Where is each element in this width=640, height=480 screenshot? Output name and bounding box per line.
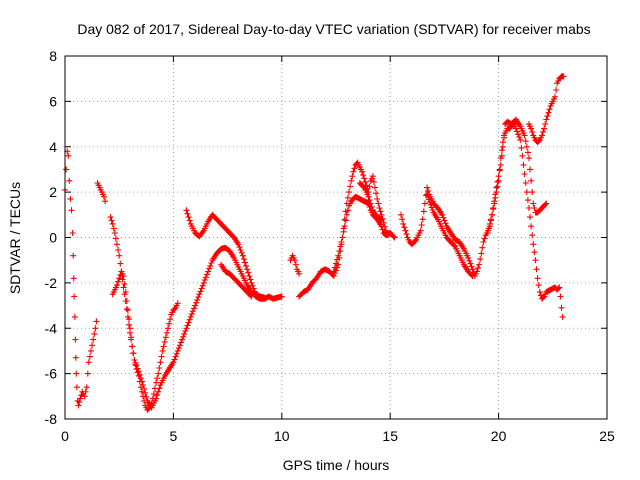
y-tick-label: -4	[45, 320, 58, 336]
data-point-markers	[94, 180, 109, 205]
y-tick-labels: -8 -6 -4 -2 0 2 4 6 8	[45, 48, 58, 427]
data-point-markers	[287, 252, 303, 277]
data-point-markers	[484, 116, 550, 236]
y-tick-label: 6	[49, 93, 57, 109]
chart-title: Day 082 of 2017, Sidereal Day-to-day VTE…	[77, 21, 590, 37]
data-point-markers	[296, 193, 398, 300]
data-point-markers	[218, 261, 255, 300]
y-tick-label: 4	[49, 139, 57, 155]
x-tick-label: 25	[599, 428, 615, 444]
data-point-markers	[62, 148, 100, 409]
data-point-markers	[424, 191, 476, 280]
data-point-markers	[107, 214, 181, 413]
y-tick-label: 2	[49, 184, 57, 200]
data-point-markers	[356, 180, 385, 223]
y-tick-label: -8	[45, 411, 58, 427]
y-tick-label: 0	[49, 230, 57, 246]
axis-ticks	[64, 55, 608, 420]
x-tick-label: 10	[274, 428, 290, 444]
y-axis-label: SDTVAR / TECUs	[7, 182, 23, 294]
data-point-markers	[526, 73, 567, 146]
grid-lines	[65, 56, 607, 419]
data-point-markers	[109, 244, 285, 411]
data-point-markers	[183, 207, 268, 301]
y-tick-label: 8	[49, 48, 57, 64]
data-point-markers	[398, 121, 566, 320]
y-tick-label: -6	[45, 366, 58, 382]
x-tick-label: 5	[170, 428, 178, 444]
x-axis-label: GPS time / hours	[283, 457, 390, 473]
y-tick-label: -2	[45, 275, 58, 291]
x-tick-label: 15	[382, 428, 398, 444]
x-tick-label: 0	[61, 428, 69, 444]
x-tick-label: 20	[491, 428, 507, 444]
data-series	[62, 73, 567, 413]
x-tick-labels: 0 5 10 15 20 25	[61, 428, 615, 444]
